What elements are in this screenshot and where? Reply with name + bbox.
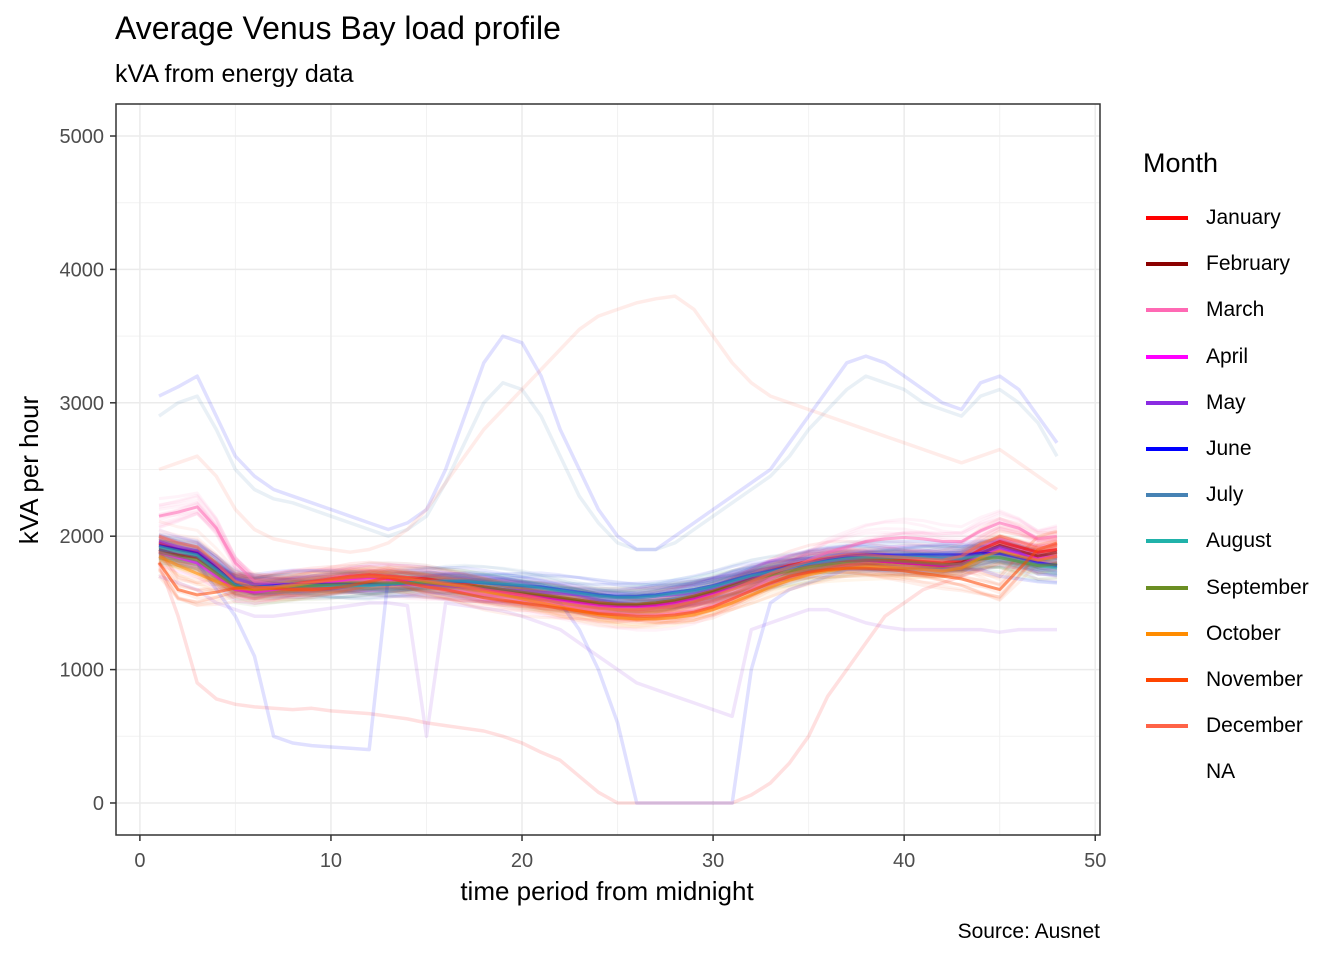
y-tick-label: 4000 [60,259,105,281]
y-tick-label: 3000 [60,393,105,415]
x-tick-label: 50 [1084,850,1106,872]
series-lines [157,294,1059,805]
legend-item: October [1143,611,1309,657]
legend-key-swatch [1146,770,1188,775]
legend-item: March [1143,287,1309,333]
series-line-variant [157,555,1058,621]
series-line-variant [158,505,1058,610]
series-line-variant [158,532,1058,592]
legend-label: November [1206,667,1303,691]
legend-item: September [1143,565,1309,611]
chart-title: Average Venus Bay load profile [115,10,561,46]
y-tick-label: 5000 [60,126,105,148]
x-tick-label: 30 [702,850,724,872]
axis-ticks: 0 10 20 30 40 50 0 1000 2000 3000 4000 5000 [60,126,1107,872]
legend-label: May [1206,390,1246,414]
series-line-variant [158,535,1058,595]
legend-item: November [1143,657,1309,703]
legend-label: August [1206,529,1272,553]
legend-key-swatch [1146,724,1188,729]
series-line [157,561,1057,805]
legend-label: February [1206,252,1291,276]
legend-key-swatch [1146,216,1188,221]
series-line-variant [158,544,1058,598]
legend-title: Month [1143,148,1219,178]
y-tick-label: 2000 [60,526,105,548]
x-axis-title: time period from midnight [460,876,754,906]
legend-key-swatch [1146,308,1188,313]
legend-key-swatch [1146,354,1188,359]
legend: Month January February March April May June Ju… [1143,148,1309,799]
y-tick-label: 1000 [60,660,105,682]
legend-item: December [1143,703,1309,749]
series-line [157,541,1058,618]
series-line-variant [158,539,1058,594]
legend-key-swatch [1146,262,1188,267]
legend-label: July [1206,483,1244,507]
series-line-variant [158,544,1058,590]
y-axis-title: kVA per hour [14,395,44,544]
legend-key-swatch [1146,631,1188,636]
series-line-variant [158,544,1058,595]
plot-panel-border [115,103,1101,836]
series-line-variant [158,552,1058,606]
chart-subtitle: kVA from energy data [115,60,354,88]
legend-label: NA [1206,760,1236,784]
legend-key-swatch [1146,400,1188,405]
series-line-variant [158,536,1058,587]
legend-item: July [1143,472,1309,518]
series-line [158,534,1058,612]
legend-item: August [1143,518,1309,564]
series-line-variant [158,512,1058,632]
series-line-variant [158,533,1058,586]
legend-item: January [1143,195,1309,241]
legend-label: December [1206,714,1303,738]
legend-label: March [1206,298,1265,322]
series-line-variant [158,539,1058,587]
legend-key-swatch [1146,585,1188,590]
x-tick-label: 10 [320,850,342,872]
gridlines [116,104,1100,835]
series-line [158,334,1059,552]
series-line-variant [158,552,1058,629]
legend-item: NA [1143,749,1309,795]
legend-item: June [1143,426,1309,472]
series-line [158,550,1058,606]
series-line-variant [158,537,1058,590]
legend-item: April [1143,334,1309,380]
x-tick-label: 40 [893,850,915,872]
legend-label: October [1206,621,1281,645]
legend-item: February [1143,241,1309,287]
x-tick-label: 0 [134,850,145,872]
series-line-variant [158,502,1058,630]
legend-item: May [1143,380,1309,426]
y-tick-label: 0 [93,793,104,815]
series-line [157,374,1059,552]
x-tick-label: 20 [511,850,533,872]
legend-label: June [1206,437,1252,461]
chart-caption: Source: Ausnet [957,920,1100,943]
legend-label: September [1206,575,1309,599]
legend-key-swatch [1146,539,1188,544]
series-line-variant [158,543,1057,587]
series-line-variant [158,536,1058,593]
legend-label: April [1206,344,1249,368]
legend-key-swatch [1146,493,1188,498]
series-line [158,574,1057,739]
series-line [158,294,1059,554]
legend-items: January February March April May June July Augu… [1143,199,1309,799]
legend-key-swatch [1146,447,1188,452]
series-line-variant [158,547,1058,620]
legend-label: January [1206,206,1281,230]
legend-key-swatch [1146,677,1188,682]
